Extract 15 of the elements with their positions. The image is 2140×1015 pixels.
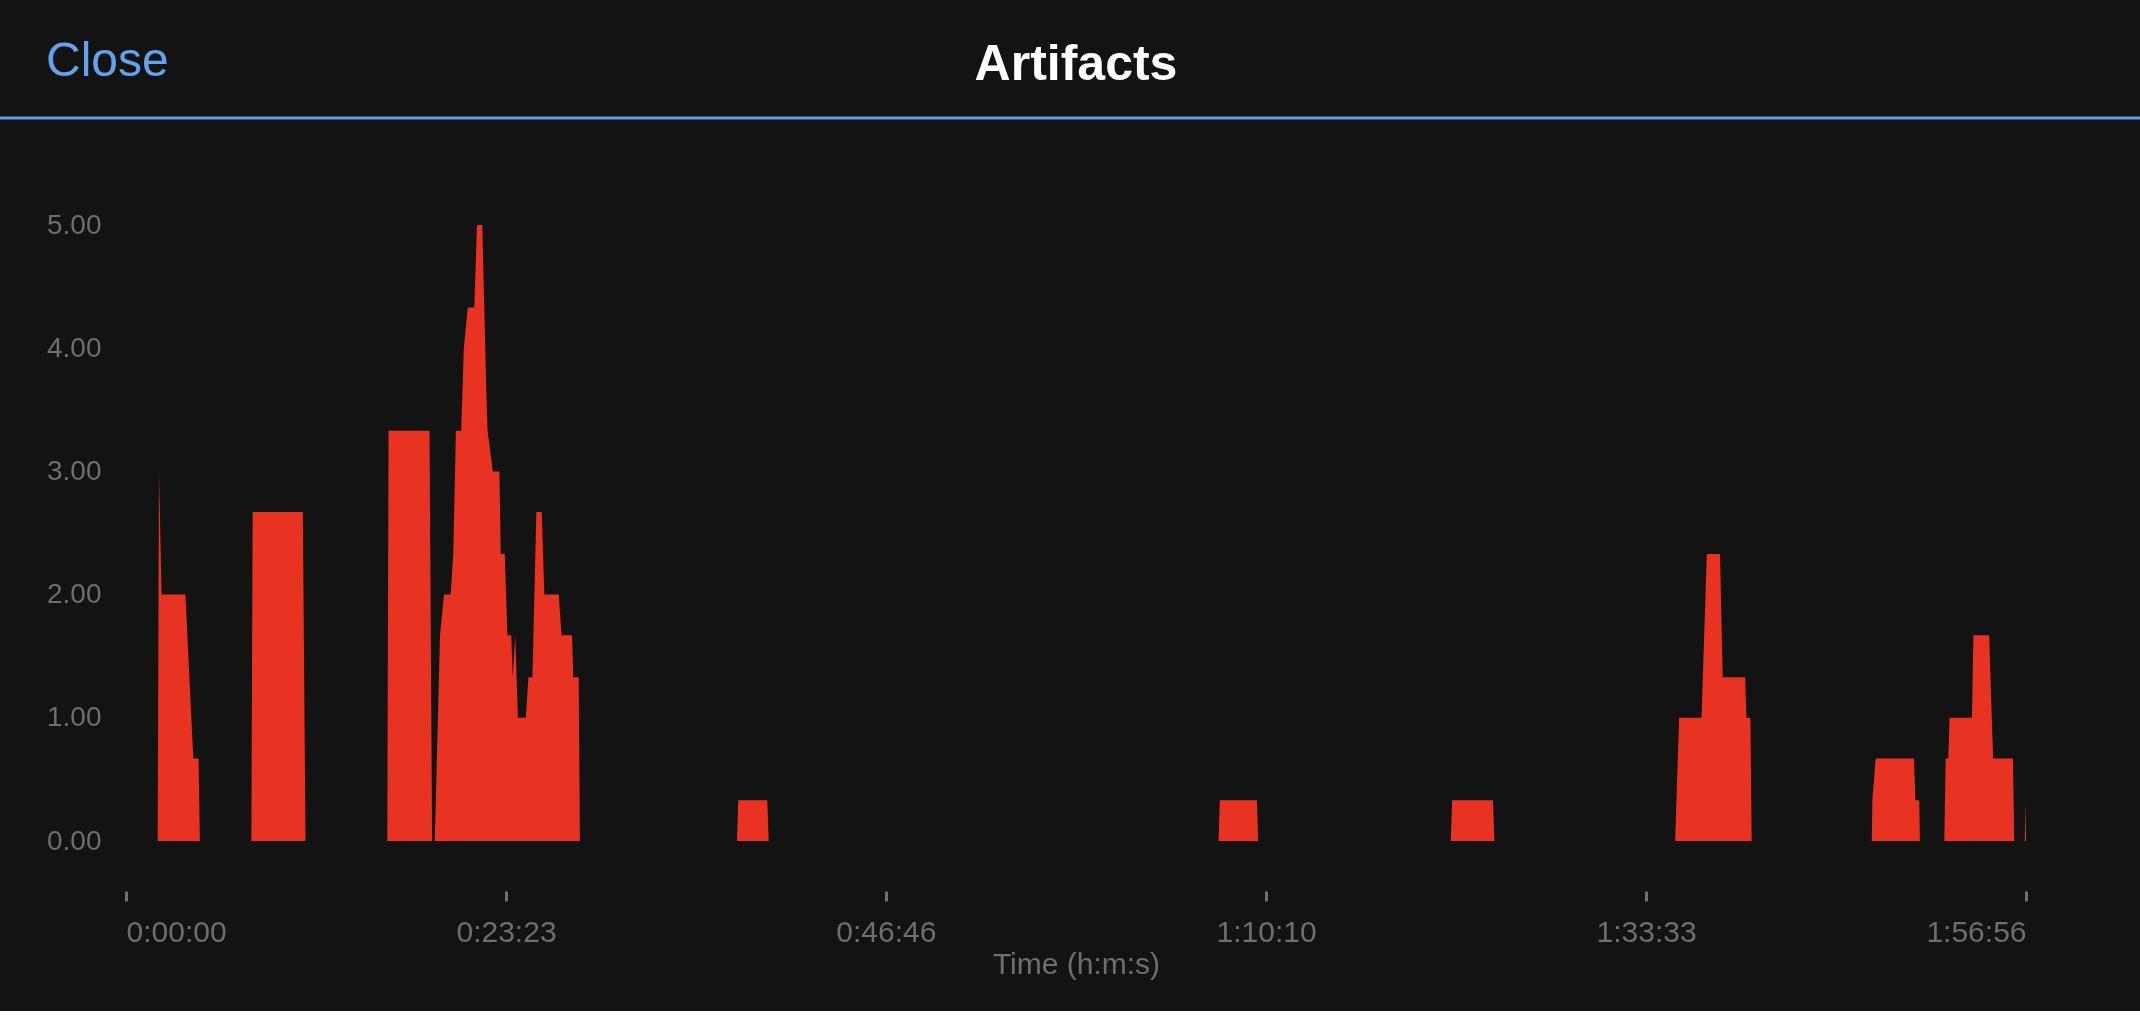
x-axis-title: Time (h:m:s)	[992, 946, 1161, 980]
x-tick-label: 0:00:00	[126, 914, 227, 948]
y-tick-label: 2.00	[47, 578, 102, 610]
chart-title: Artifacts	[974, 35, 1178, 91]
y-tick-label: 3.00	[47, 454, 102, 486]
x-tick-label: 1:33:33	[1596, 914, 1697, 948]
x-tick-label: 0:23:23	[456, 914, 557, 948]
y-tick-label: 5.00	[47, 208, 102, 240]
y-tick-label: 0.00	[47, 824, 102, 856]
y-tick-label: 1.00	[47, 701, 102, 733]
x-tick-label: 0:46:46	[836, 914, 937, 948]
text: Close	[46, 33, 169, 86]
y-tick-label: 4.00	[47, 331, 102, 363]
x-tick-label: 1:56:56	[1926, 914, 2027, 948]
x-tick-label: 1:10:10	[1216, 914, 1317, 948]
